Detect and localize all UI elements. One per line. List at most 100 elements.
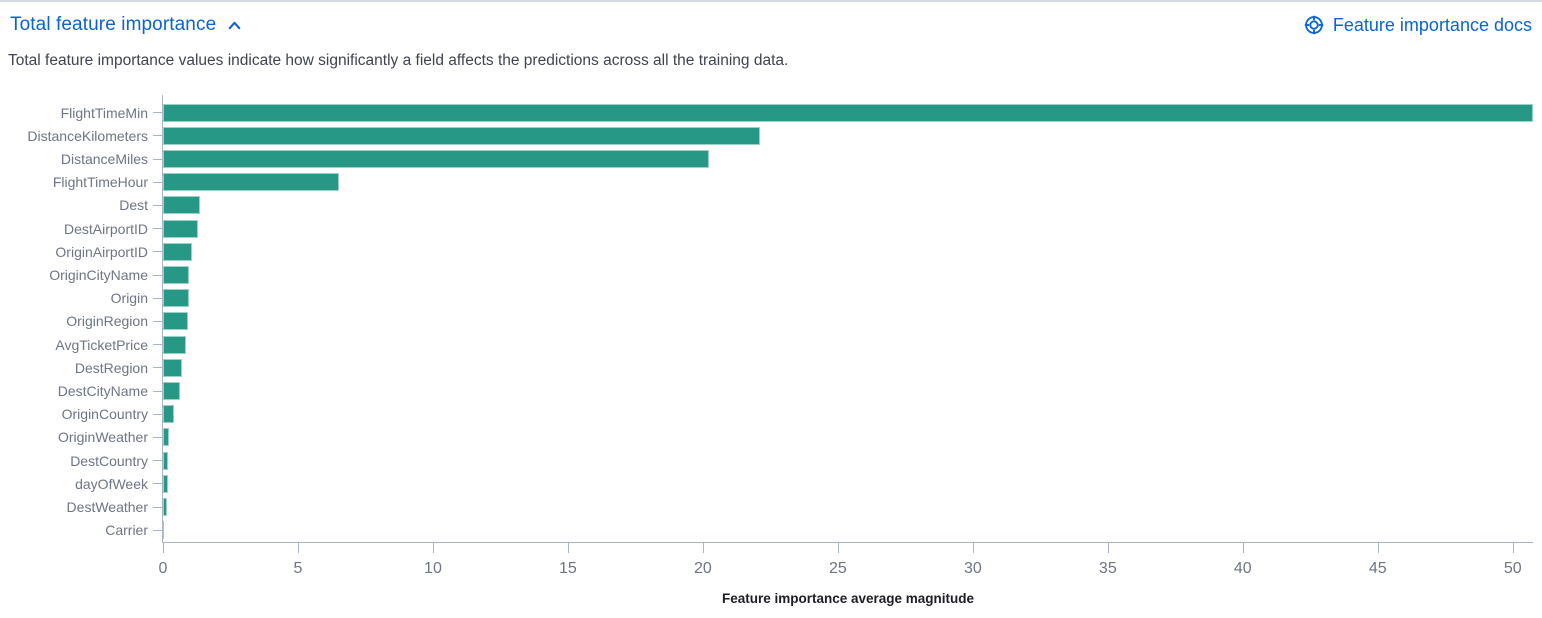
bar-track [162,287,1542,310]
chart-row: DestAirportID [0,217,1542,240]
y-tick-mark [153,320,162,322]
y-tick-mark [153,228,162,230]
y-tick-mark [153,436,162,438]
bar-dayOfWeek [163,474,169,493]
y-axis-label: OriginWeather [57,429,148,446]
total-feature-importance-chart: FlightTimeMin DistanceKilometers DistanceM… [0,95,1542,606]
y-tick-mark [153,204,162,206]
bar-OriginCityName [163,266,190,285]
y-axis-label: FlightTimeHour [52,174,148,191]
bar-track [162,310,1542,333]
y-axis-label: OriginRegion [66,313,148,330]
bar-FlightTimeHour [163,173,339,192]
y-axis-label: dayOfWeek [75,475,148,492]
y-axis-line [162,95,163,543]
y-tick-mark [153,181,162,183]
bar-track [162,356,1542,379]
x-tick-label: 0 [158,560,168,577]
bar-DestAirportID [163,219,199,238]
y-axis-label: AvgTicketPrice [55,336,148,353]
x-axis-line [162,542,1533,543]
y-axis-label: DestRegion [74,359,148,376]
chart-row: FlightTimeMin [0,101,1542,124]
x-tick-label: 45 [1368,560,1387,577]
chart-row: DistanceMiles [0,147,1542,170]
bar-track [162,171,1542,194]
bar-Dest [163,196,200,215]
y-tick-mark [153,274,162,276]
chart-row: OriginCityName [0,263,1542,286]
y-axis-label: Dest [119,197,148,214]
x-tick-label: 20 [693,560,712,577]
bar-track [162,495,1542,518]
y-axis-label: DestAirportID [63,220,148,237]
chart-row: DistanceKilometers [0,124,1542,147]
x-tick-mark [432,543,434,553]
bar-track [162,472,1542,495]
y-axis-label: DestWeather [66,499,148,516]
x-tick-label: 30 [963,560,982,577]
panel-header: Total feature importance Feature importa… [0,2,1542,36]
x-tick-label: 5 [293,560,303,577]
bar-track [162,217,1542,240]
y-axis-label: OriginCityName [49,267,148,284]
y-tick-mark [153,460,162,462]
x-tick-label: 15 [559,560,577,577]
bar-track [162,449,1542,472]
bar-DestWeather [163,498,167,517]
y-tick-mark [153,390,162,392]
y-tick-mark [153,483,162,485]
y-tick-mark [153,251,162,253]
x-tick-mark [1242,543,1244,553]
chart-row: OriginCountry [0,403,1542,426]
y-axis-label: DestCityName [57,383,148,400]
section-description: Total feature importance values indicate… [8,52,789,69]
y-tick-mark [153,297,162,299]
x-tick-mark [702,543,704,553]
bar-FlightTimeMin [163,103,1533,122]
x-tick-label: 10 [424,560,442,577]
bar-track [162,519,1542,542]
x-tick-mark [163,543,164,553]
bar-track [162,263,1542,286]
bar-OriginCountry [163,405,175,424]
y-axis-label: OriginAirportID [55,243,148,260]
x-tick-mark [297,543,299,553]
bar-track [162,240,1542,263]
bar-track [162,147,1542,170]
x-tick-label: 50 [1503,560,1522,577]
chart-row: DestCityName [0,379,1542,402]
x-tick-mark [1377,543,1379,553]
bar-DestRegion [163,358,183,377]
bar-track [162,194,1542,217]
y-tick-mark [153,367,162,369]
y-tick-mark [153,506,162,508]
bar-DistanceKilometers [163,126,761,145]
y-axis-label: DestCountry [70,452,148,469]
x-tick-mark [1512,543,1514,553]
chart-row: OriginWeather [0,426,1542,449]
chart-row: Dest [0,194,1542,217]
y-axis-label: OriginCountry [61,406,148,423]
section-toggle-button[interactable]: Total feature importance [10,14,243,36]
y-axis-label: Carrier [105,522,148,539]
x-tick-label: 40 [1233,560,1252,577]
y-tick-mark [153,112,162,114]
x-tick-mark [837,543,839,553]
x-tick-mark [1107,543,1109,553]
bar-AvgTicketPrice [163,335,187,354]
bar-DestCityName [163,382,180,401]
docs-link[interactable]: Feature importance docs [1303,14,1532,36]
bar-OriginAirportID [163,242,193,261]
y-axis-label: DistanceKilometers [27,127,148,144]
bar-track [162,101,1542,124]
x-tick-label: 35 [1098,560,1117,577]
docs-link-label: Feature importance docs [1332,14,1532,35]
chart-row: AvgTicketPrice [0,333,1542,356]
bar-track [162,403,1542,426]
y-axis-label: Origin [110,290,148,307]
bar-Origin [163,289,189,308]
y-tick-mark [153,413,162,415]
chart-row: DestCountry [0,449,1542,472]
chart-row: DestRegion [0,356,1542,379]
